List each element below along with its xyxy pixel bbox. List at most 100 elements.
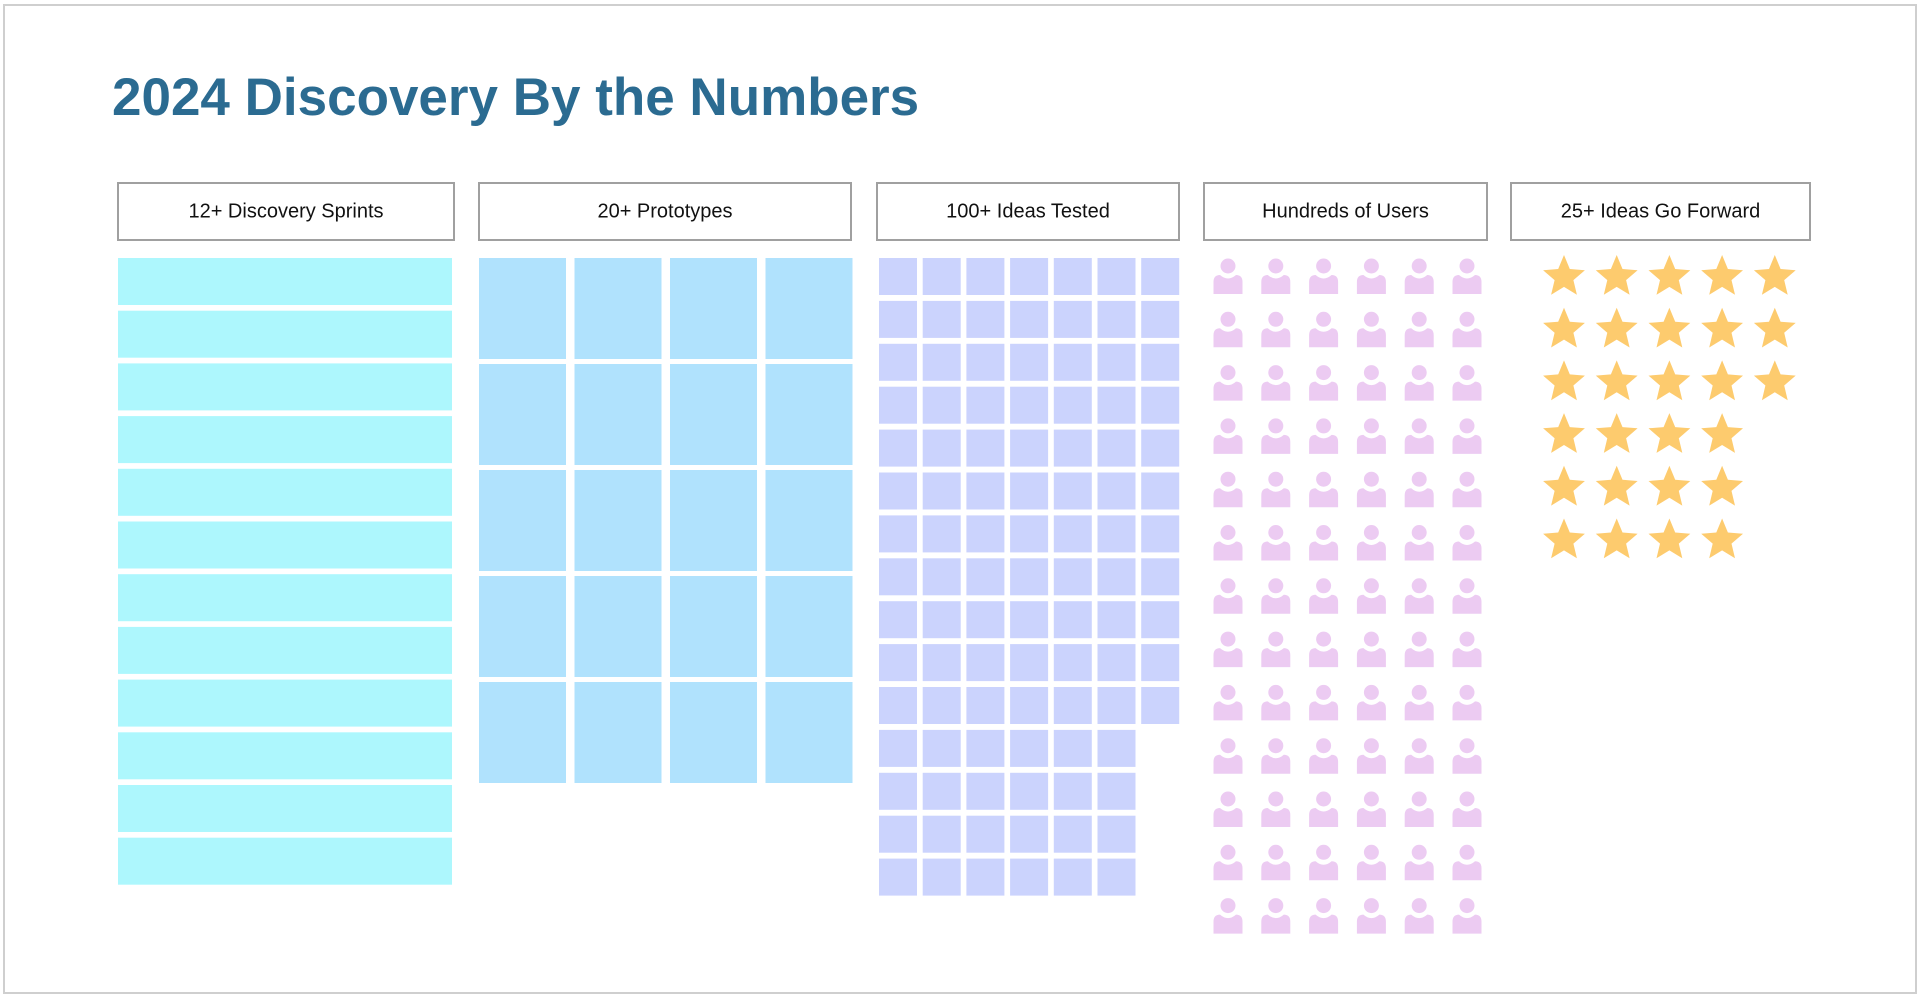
user-head: [1411, 418, 1427, 434]
sprint-bar: [118, 310, 452, 358]
user-body: [1309, 914, 1339, 934]
sprint-bar: [118, 732, 452, 780]
tile: [765, 470, 853, 571]
user-icon: [1452, 311, 1482, 348]
user-body: [1261, 434, 1291, 454]
user-head: [1363, 844, 1379, 860]
tile: [879, 815, 917, 853]
user-icon: [1309, 631, 1339, 668]
tile: [1010, 858, 1049, 896]
star: [1648, 307, 1691, 348]
tile: [922, 729, 961, 767]
user-body: [1404, 328, 1434, 348]
tile: [1097, 343, 1136, 381]
sprint-bar: [118, 837, 452, 885]
user-head: [1411, 684, 1427, 700]
tile: [966, 729, 1005, 767]
user-icon: [1404, 525, 1434, 561]
user-head: [1220, 631, 1236, 647]
user-body: [1452, 381, 1482, 401]
tile: [1097, 472, 1136, 510]
user-icon: [1356, 258, 1386, 294]
user-body: [1404, 914, 1434, 934]
user-head: [1316, 844, 1332, 860]
tile: [1097, 386, 1136, 424]
sprint-bar: [118, 785, 452, 832]
user-body: [1356, 434, 1386, 454]
star: [1648, 465, 1691, 506]
star: [1543, 360, 1585, 401]
user-icon: [1356, 525, 1386, 561]
tile: [1053, 343, 1092, 381]
user-head: [1220, 471, 1236, 487]
star: [1595, 518, 1638, 559]
user-body: [1261, 594, 1291, 614]
tile: [574, 576, 662, 677]
user-icon: [1309, 791, 1339, 827]
user-body: [1404, 434, 1434, 454]
sprint-bar: [118, 468, 452, 516]
user-head: [1316, 684, 1332, 700]
user-icon: [1213, 844, 1243, 881]
user-body: [1213, 594, 1243, 614]
user-head: [1459, 631, 1475, 647]
tile: [1010, 687, 1049, 724]
tile: [574, 258, 662, 359]
user-body: [1356, 914, 1386, 934]
user-body: [1213, 434, 1243, 454]
tile: [1141, 687, 1180, 724]
user-icon: [1309, 418, 1339, 454]
user-body: [1261, 648, 1291, 668]
user-head: [1316, 525, 1332, 540]
user-head: [1268, 311, 1284, 327]
user-icon: [1404, 311, 1434, 348]
user-body: [1452, 434, 1482, 454]
user-head: [1220, 578, 1236, 594]
user-head: [1363, 525, 1379, 540]
user-body: [1452, 701, 1482, 721]
user-icon: [1356, 898, 1386, 934]
user-icon: [1356, 844, 1386, 881]
user-head: [1316, 418, 1332, 434]
user-head: [1363, 578, 1379, 594]
tile: [922, 601, 961, 639]
user-icon: [1452, 258, 1482, 294]
user-icon: [1452, 578, 1482, 614]
user-head: [1459, 311, 1475, 327]
user-icon: [1452, 631, 1482, 668]
user-icon: [1356, 791, 1386, 827]
user-head: [1316, 258, 1332, 274]
user-head: [1459, 844, 1475, 860]
user-head: [1220, 258, 1236, 274]
user-icon: [1213, 258, 1243, 294]
user-body: [1213, 275, 1243, 294]
user-body: [1309, 381, 1339, 401]
tile: [1010, 772, 1049, 810]
column-header: [117, 182, 455, 241]
tile: [1053, 558, 1092, 596]
star: [1543, 413, 1585, 453]
tile: [1010, 472, 1049, 510]
user-icon: [1309, 525, 1339, 561]
sprint-bar: [118, 574, 452, 622]
user-icon: [1213, 684, 1243, 721]
tile: [574, 364, 662, 465]
user-head: [1316, 311, 1332, 327]
column-header: [1510, 182, 1811, 241]
user-body: [1452, 808, 1482, 827]
user-body: [1356, 381, 1386, 401]
tile: [1097, 601, 1136, 639]
tile: [922, 515, 961, 553]
tile: [966, 644, 1005, 682]
user-head: [1363, 791, 1379, 807]
user-body: [1309, 808, 1339, 827]
user-body: [1404, 488, 1434, 508]
user-body: [1356, 275, 1386, 294]
tile: [1097, 858, 1136, 896]
user-head: [1268, 525, 1284, 540]
user-head: [1411, 525, 1427, 540]
user-icon: [1213, 365, 1243, 401]
tile: [879, 386, 917, 424]
user-body: [1452, 914, 1482, 934]
